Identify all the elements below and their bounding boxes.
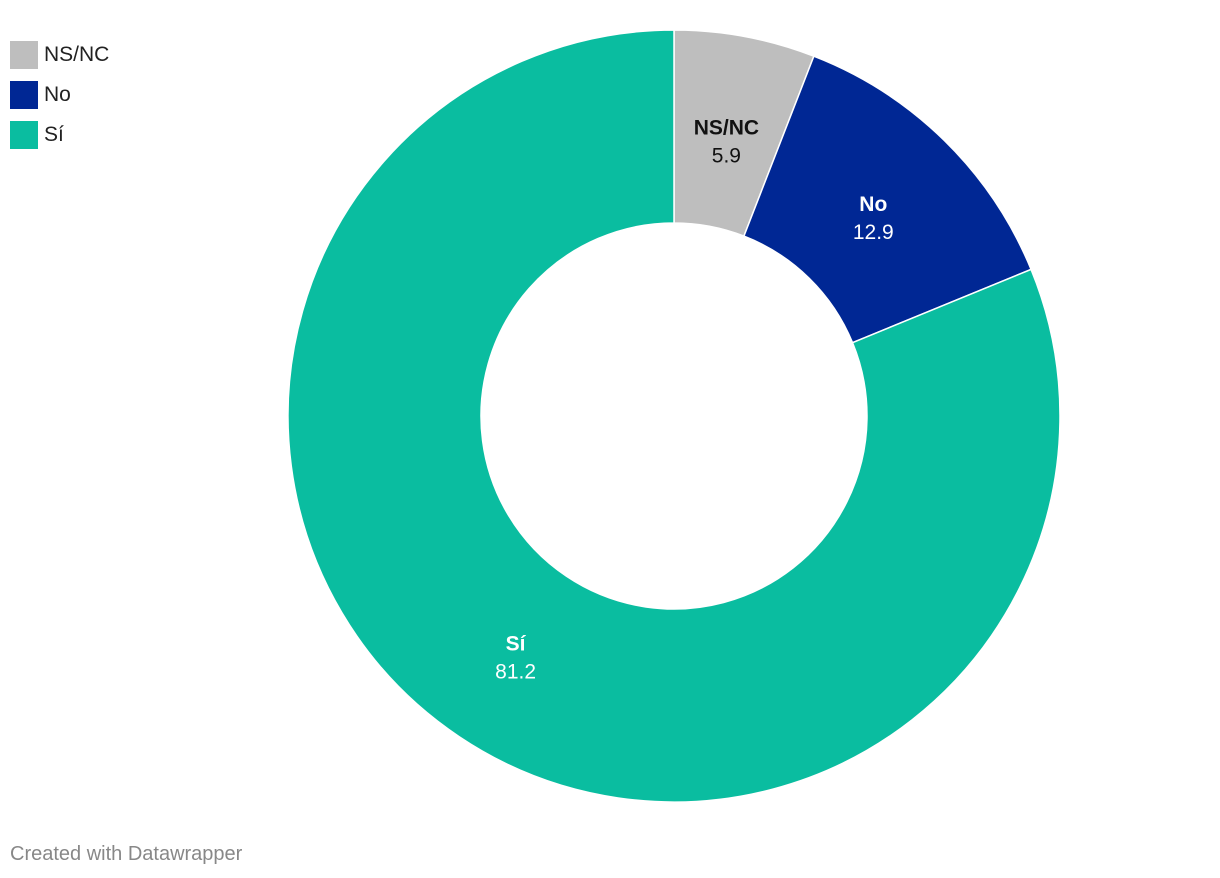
- legend-item-no: No: [10, 81, 109, 109]
- slice-label-si: Sí: [506, 632, 527, 655]
- slice-label-ns-nc: NS/NC: [694, 116, 759, 139]
- legend-swatch-no: [10, 81, 38, 109]
- legend-label-no: No: [44, 83, 71, 106]
- legend-label-si: Sí: [44, 123, 64, 146]
- legend: NS/NC No Sí: [10, 41, 109, 161]
- slice-value-si: 81.2: [495, 660, 536, 683]
- legend-item-si: Sí: [10, 121, 109, 149]
- legend-item-ns-nc: NS/NC: [10, 41, 109, 69]
- slice-si: [287, 29, 1061, 803]
- legend-label-ns-nc: NS/NC: [44, 43, 110, 66]
- slice-value-ns-nc: 5.9: [712, 144, 741, 167]
- legend-swatch-si: [10, 121, 38, 149]
- slice-value-no: 12.9: [853, 221, 894, 244]
- slice-no: [742, 55, 1033, 344]
- slice-label-no: No: [859, 193, 887, 216]
- footer-credit: Created with Datawrapper: [10, 843, 243, 865]
- legend-swatch-ns-nc: [10, 41, 38, 69]
